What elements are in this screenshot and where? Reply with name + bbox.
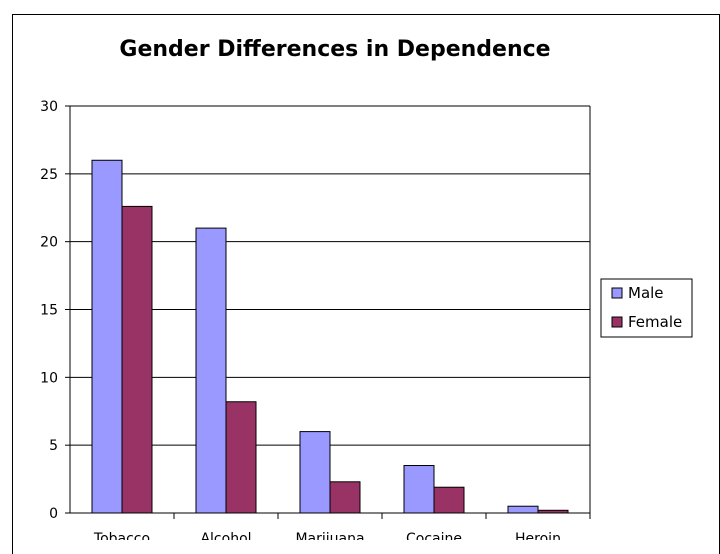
y-tick-label: 15 xyxy=(40,303,58,319)
y-tick-label: 25 xyxy=(40,167,58,183)
bar-male-heroin xyxy=(507,505,539,514)
chart-title: Gender Differences in Dependence xyxy=(119,37,550,62)
x-tick-label: Cocaine xyxy=(406,531,462,540)
y-tick-label: 5 xyxy=(49,438,58,454)
gridlines xyxy=(70,105,591,513)
bar-male-marijuana xyxy=(299,431,331,514)
x-tick-label: Marijuana xyxy=(295,531,364,540)
bars xyxy=(91,159,569,514)
bar-chart: Gender Differences in Dependence 0 5 10 15 2… xyxy=(40,37,693,540)
bar-female-alcohol xyxy=(225,401,257,514)
y-tick-label: 10 xyxy=(40,370,58,386)
bar-female-marijuana xyxy=(329,481,361,514)
legend-label-female: Female xyxy=(628,313,682,331)
x-tick-label: Heroin xyxy=(515,531,561,540)
y-tick-label: 30 xyxy=(40,99,58,115)
bar-male-tobacco xyxy=(91,159,123,514)
bar-female-cocaine xyxy=(433,486,465,514)
axes: 0 5 10 15 20 25 30 Tobacco Alcohol Marijuana Cocai… xyxy=(40,99,591,540)
y-tick-label: 0 xyxy=(49,506,58,522)
legend-swatch-female xyxy=(611,316,623,328)
bar-male-alcohol xyxy=(195,227,227,514)
legend: Male Female xyxy=(600,278,693,338)
legend-label-male: Male xyxy=(628,284,664,302)
legend-swatch-male xyxy=(611,287,623,299)
y-tick-label: 20 xyxy=(40,235,58,251)
bar-male-cocaine xyxy=(403,465,435,514)
bar-female-tobacco xyxy=(121,205,153,514)
x-tick-label: Tobacco xyxy=(93,531,150,540)
x-tick-label: Alcohol xyxy=(200,531,251,540)
